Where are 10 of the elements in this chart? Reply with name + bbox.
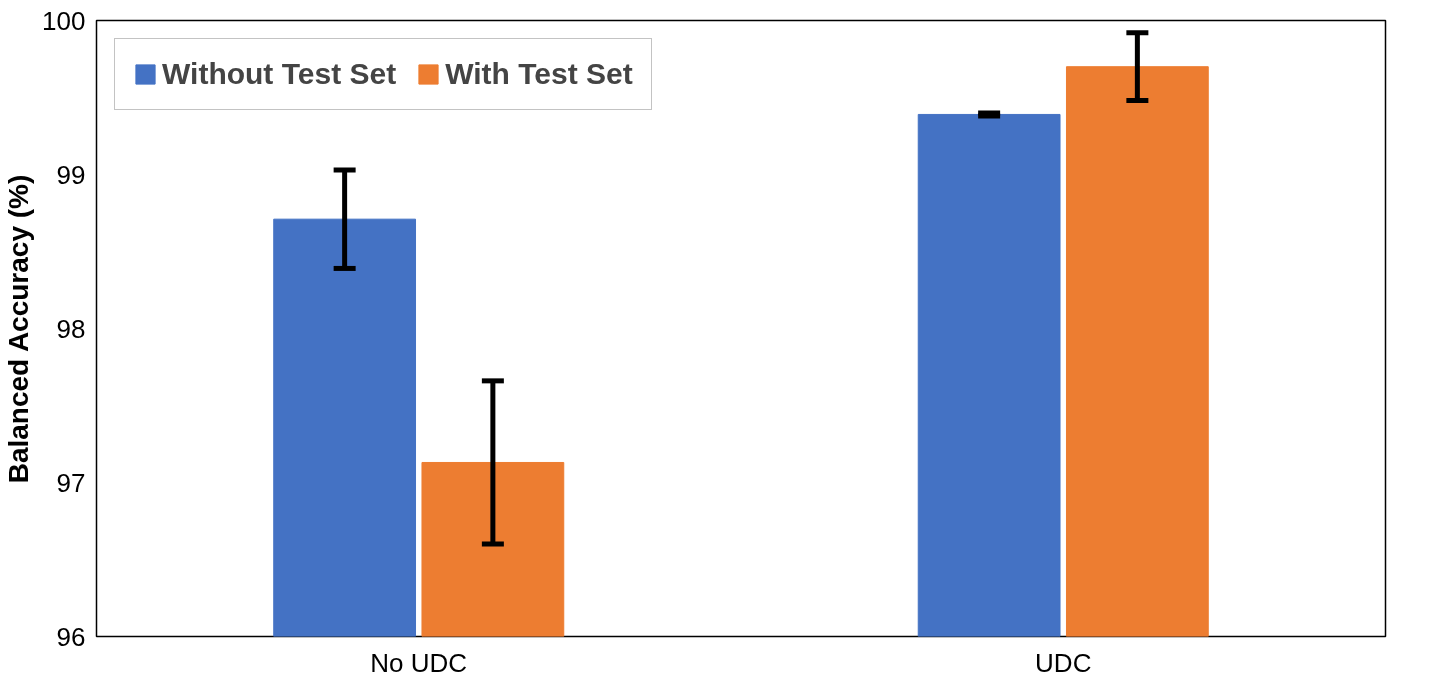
y-tick-label: 100 (42, 5, 86, 36)
y-tick-label: 99 (56, 159, 86, 190)
y-tick-label: 97 (56, 467, 86, 498)
y-tick-label: 96 (56, 621, 86, 652)
y-tick-label: 98 (56, 313, 86, 344)
legend-label: With Test Set (445, 57, 633, 91)
legend-label: Without Test Set (162, 57, 397, 91)
x-tick-label: No UDC (370, 647, 468, 678)
y-axis-title: Balanced Accuracy (%) (3, 174, 35, 484)
x-tick-label: UDC (1035, 647, 1092, 678)
